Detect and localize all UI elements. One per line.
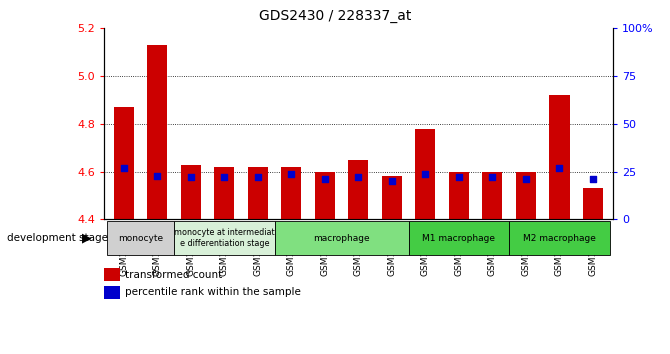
Bar xyxy=(583,188,603,219)
Point xyxy=(387,178,397,184)
Point xyxy=(219,175,230,180)
Point xyxy=(119,165,129,171)
Bar xyxy=(415,129,436,219)
Point xyxy=(286,171,297,176)
Bar xyxy=(449,172,469,219)
Bar xyxy=(147,45,168,219)
Point xyxy=(186,175,196,180)
Bar xyxy=(348,160,369,219)
Bar xyxy=(281,167,302,219)
Text: percentile rank within the sample: percentile rank within the sample xyxy=(125,287,301,297)
Text: transformed count: transformed count xyxy=(125,270,222,280)
Bar xyxy=(275,221,409,255)
Bar xyxy=(114,107,134,219)
Bar xyxy=(382,177,402,219)
Text: macrophage: macrophage xyxy=(314,234,370,242)
Text: development stage: development stage xyxy=(7,233,108,243)
Text: monocyte: monocyte xyxy=(118,234,163,242)
Bar xyxy=(214,167,234,219)
Point xyxy=(487,175,498,180)
Text: M2 macrophage: M2 macrophage xyxy=(523,234,596,242)
Text: monocyte at intermediat
e differentiation stage: monocyte at intermediat e differentiatio… xyxy=(174,228,275,248)
Point xyxy=(420,171,431,176)
Bar xyxy=(509,221,610,255)
Text: ▶: ▶ xyxy=(82,232,92,245)
Bar xyxy=(174,221,275,255)
Point xyxy=(588,177,598,182)
Bar xyxy=(482,172,502,219)
Text: GDS2430 / 228337_at: GDS2430 / 228337_at xyxy=(259,9,411,23)
Bar xyxy=(248,167,268,219)
Bar xyxy=(315,172,335,219)
Point xyxy=(454,175,464,180)
Point xyxy=(152,173,163,178)
Point xyxy=(320,177,330,182)
Point xyxy=(554,165,565,171)
Point xyxy=(253,175,263,180)
Bar xyxy=(409,221,509,255)
Text: M1 macrophage: M1 macrophage xyxy=(423,234,495,242)
Bar xyxy=(104,268,120,281)
Point xyxy=(353,175,364,180)
Bar xyxy=(104,286,120,299)
Point xyxy=(521,177,531,182)
Bar xyxy=(181,165,201,219)
Bar xyxy=(516,172,536,219)
Bar xyxy=(107,221,174,255)
Bar xyxy=(549,95,570,219)
